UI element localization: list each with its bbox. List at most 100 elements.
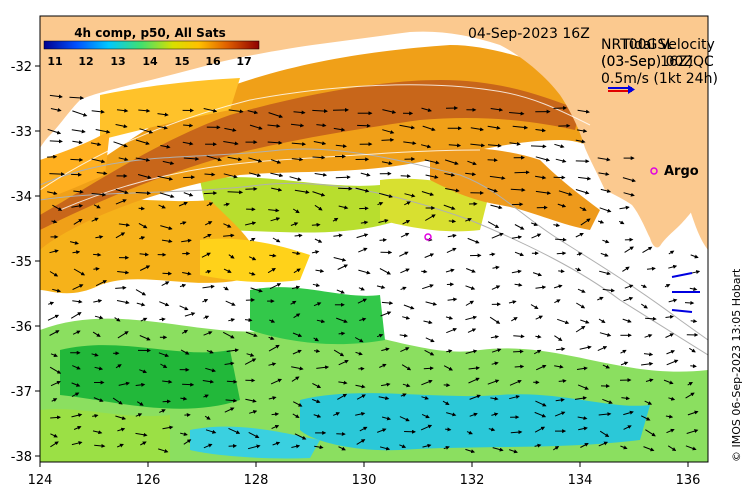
velocity-arrow [622, 266, 630, 272]
velocity-arrow [445, 315, 454, 320]
velocity-arrow [94, 366, 104, 371]
velocity-arrow [514, 251, 525, 257]
velocity-arrow [444, 159, 459, 165]
velocity-arrow [203, 331, 213, 336]
velocity-arrow [115, 415, 127, 420]
velocity-arrow [225, 398, 238, 403]
velocity-arrow [159, 192, 175, 199]
velocity-arrow [338, 331, 346, 336]
velocity-arrow [689, 287, 698, 291]
velocity-arrow [205, 429, 217, 434]
velocity-arrow [399, 251, 409, 257]
velocity-arrow [180, 396, 188, 401]
velocity-arrow [641, 284, 648, 288]
velocity-arrow [469, 394, 481, 400]
velocity-arrow [93, 299, 103, 303]
velocity-arrow [179, 221, 187, 225]
velocity-arrow [292, 413, 300, 419]
velocity-arrow [160, 144, 171, 149]
velocity-arrow [467, 160, 477, 166]
velocity-arrow [376, 285, 386, 289]
velocity-arrow [204, 172, 216, 177]
velocity-arrow [465, 315, 478, 321]
velocity-arrow [270, 172, 284, 178]
velocity-arrow [202, 284, 215, 289]
velocity-arrow [69, 240, 79, 245]
colorbar-tick: 17 [236, 55, 251, 68]
velocity-arrow [269, 253, 277, 258]
velocity-arrow [622, 318, 632, 323]
velocity-arrow [332, 412, 341, 416]
velocity-arrow [312, 382, 322, 388]
colorbar-tick: 13 [110, 55, 125, 68]
velocity-arrow [580, 443, 589, 448]
velocity-arrow [202, 379, 215, 384]
velocity-arrow [402, 220, 411, 225]
velocity-arrow [49, 139, 63, 144]
velocity-arrow [312, 398, 321, 404]
velocity-arrow [531, 233, 542, 239]
velocity-arrow [404, 193, 416, 198]
velocity-arrow [445, 268, 455, 273]
velocity-arrow [577, 109, 590, 114]
velocity-arrow [73, 426, 82, 430]
velocity-arrow [203, 234, 212, 239]
velocity-arrow [640, 415, 651, 421]
velocity-arrow [135, 191, 151, 196]
velocity-arrow [94, 315, 104, 320]
velocity-arrow [95, 235, 104, 240]
velocity-arrow [183, 156, 200, 161]
velocity-arrow [140, 441, 147, 446]
velocity-arrow [663, 379, 674, 385]
velocity-arrow [183, 192, 194, 197]
velocity-arrow [423, 320, 433, 325]
velocity-arrow [268, 336, 275, 341]
velocity-arrow [162, 399, 171, 404]
x-tick-label: 130 [352, 473, 377, 488]
velocity-arrow [292, 401, 303, 407]
velocity-arrow [335, 144, 347, 149]
velocity-arrow [338, 446, 346, 451]
velocity-arrow [422, 284, 434, 290]
velocity-arrow [447, 297, 458, 302]
velocity-arrow [580, 218, 591, 226]
velocity-arrow [490, 204, 503, 210]
velocity-arrow [205, 269, 212, 274]
plot-area [40, 16, 708, 462]
velocity-arrow [115, 232, 126, 239]
velocity-arrow [557, 203, 567, 208]
velocity-arrow [94, 443, 106, 448]
velocity-arrow [665, 333, 675, 338]
velocity-arrow [70, 157, 84, 162]
velocity-arrow [158, 352, 170, 358]
velocity-arrow [268, 112, 284, 119]
velocity-arrow [228, 109, 244, 114]
velocity-arrow [226, 379, 238, 384]
velocity-arrow [179, 283, 187, 288]
y-tick-label: -33 [11, 125, 32, 140]
velocity-arrow [491, 285, 501, 290]
axis-ticks [35, 65, 689, 467]
velocity-arrow [115, 124, 128, 129]
velocity-arrow [178, 201, 188, 207]
velocity-arrow [289, 176, 302, 181]
velocity-arrow [665, 414, 674, 419]
velocity-arrow [597, 296, 604, 301]
velocity-arrow [50, 433, 58, 438]
velocity-arrow [157, 112, 169, 117]
velocity-arrow [448, 143, 462, 148]
velocity-arrow [138, 206, 145, 211]
velocity-arrow [139, 265, 151, 271]
velocity-arrow [382, 109, 397, 114]
velocity-arrow [378, 192, 393, 199]
velocity-arrow [294, 233, 303, 238]
velocity-arrow [358, 247, 368, 253]
velocity-arrow [245, 186, 258, 191]
velocity-arrow [465, 172, 477, 177]
velocity-arrow [467, 237, 480, 244]
velocity-arrow [52, 204, 63, 211]
velocity-arrow [312, 109, 328, 114]
velocity-arrows [47, 94, 701, 454]
velocity-arrow [116, 443, 124, 448]
